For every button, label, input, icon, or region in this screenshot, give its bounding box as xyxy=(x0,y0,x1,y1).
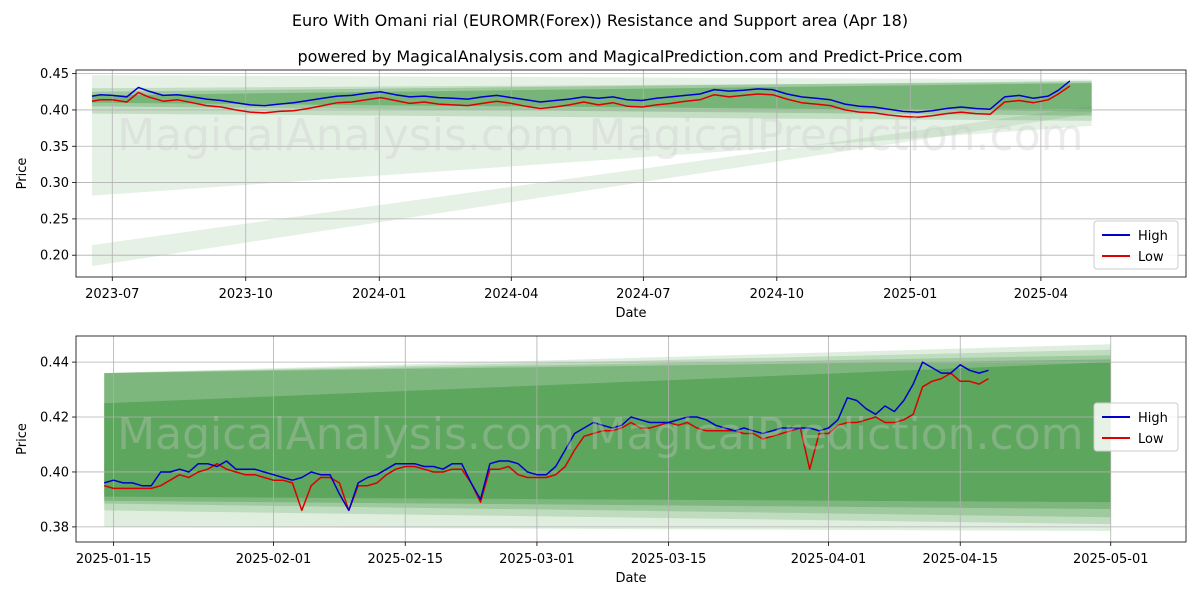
legend: High Low xyxy=(1093,220,1179,270)
chart-title: Euro With Omani rial (EUROMR(Forex)) Res… xyxy=(292,11,908,30)
y-axis-label: Price xyxy=(15,423,30,455)
y-axis-label: Price xyxy=(15,158,30,190)
plot-frame xyxy=(75,69,1187,278)
support-band-0 xyxy=(104,344,1111,532)
legend-label-high: High xyxy=(1138,411,1168,426)
y-tick-label: 0.30 xyxy=(40,176,69,191)
x-tick-label: 2023-07 xyxy=(85,287,139,302)
x-tick-label: 2024-10 xyxy=(750,287,804,302)
y-tick-label: 0.25 xyxy=(40,212,69,227)
y-tick-label: 0.20 xyxy=(40,249,69,264)
y-tick-label: 0.40 xyxy=(40,465,69,480)
x-axis-label: Date xyxy=(615,306,646,321)
watermark-prediction: MagicalPrediction.com xyxy=(589,110,1084,161)
watermark-analysis: MagicalAnalysis.com xyxy=(117,110,575,161)
watermark-analysis: MagicalAnalysis.com xyxy=(117,409,575,460)
top-chart: powered by MagicalAnalysis.com and Magic… xyxy=(15,47,1187,321)
y-tick-label: 0.40 xyxy=(40,103,69,118)
x-tick-label: 2024-04 xyxy=(484,287,538,302)
legend-label-low: Low xyxy=(1138,432,1164,447)
x-tick-label: 2025-04 xyxy=(1014,287,1068,302)
x-tick-label: 2025-01-15 xyxy=(76,552,152,567)
support-band-1 xyxy=(104,349,1111,525)
series-line-high xyxy=(91,80,1071,113)
support-band-4 xyxy=(104,362,1111,503)
plot-frame xyxy=(75,335,1187,543)
y-tick-label: 0.38 xyxy=(40,520,69,535)
legend: High Low xyxy=(1093,402,1179,452)
plot-area xyxy=(76,336,1186,542)
x-tick-label: 2023-10 xyxy=(219,287,273,302)
x-tick-label: 2025-01 xyxy=(883,287,937,302)
chart-subtitle: powered by MagicalAnalysis.com and Magic… xyxy=(297,47,962,66)
x-tick-label: 2025-02-15 xyxy=(367,552,443,567)
y-tick-label: 0.35 xyxy=(40,140,69,155)
x-tick-label: 2025-04-15 xyxy=(922,552,998,567)
x-tick-label: 2025-04-01 xyxy=(791,552,867,567)
support-band-2 xyxy=(104,355,1111,518)
y-tick-label: 0.45 xyxy=(40,67,69,82)
series-line-high xyxy=(103,361,989,512)
y-tick-label: 0.44 xyxy=(40,356,69,371)
x-tick-label: 2025-05-01 xyxy=(1073,552,1149,567)
y-tick-label: 0.42 xyxy=(40,411,69,426)
plot-area xyxy=(76,70,1186,277)
x-tick-label: 2024-07 xyxy=(616,287,670,302)
x-tick-label: 2025-02-01 xyxy=(236,552,312,567)
support-band-0 xyxy=(91,75,1092,196)
bottom-chart: MagicalAnalysis.com MagicalPrediction.com… xyxy=(15,335,1187,586)
x-tick-label: 2025-03-01 xyxy=(499,552,575,567)
x-tick-label: 2024-01 xyxy=(352,287,406,302)
support-band-2 xyxy=(91,82,1092,121)
legend-label-low: Low xyxy=(1138,250,1164,265)
x-tick-label: 2025-03-15 xyxy=(631,552,707,567)
series-line-low xyxy=(103,372,989,512)
legend-label-high: High xyxy=(1138,229,1168,244)
x-axis-label: Date xyxy=(615,571,646,586)
watermark-prediction: MagicalPrediction.com xyxy=(589,409,1084,460)
series-line-low xyxy=(91,85,1071,118)
